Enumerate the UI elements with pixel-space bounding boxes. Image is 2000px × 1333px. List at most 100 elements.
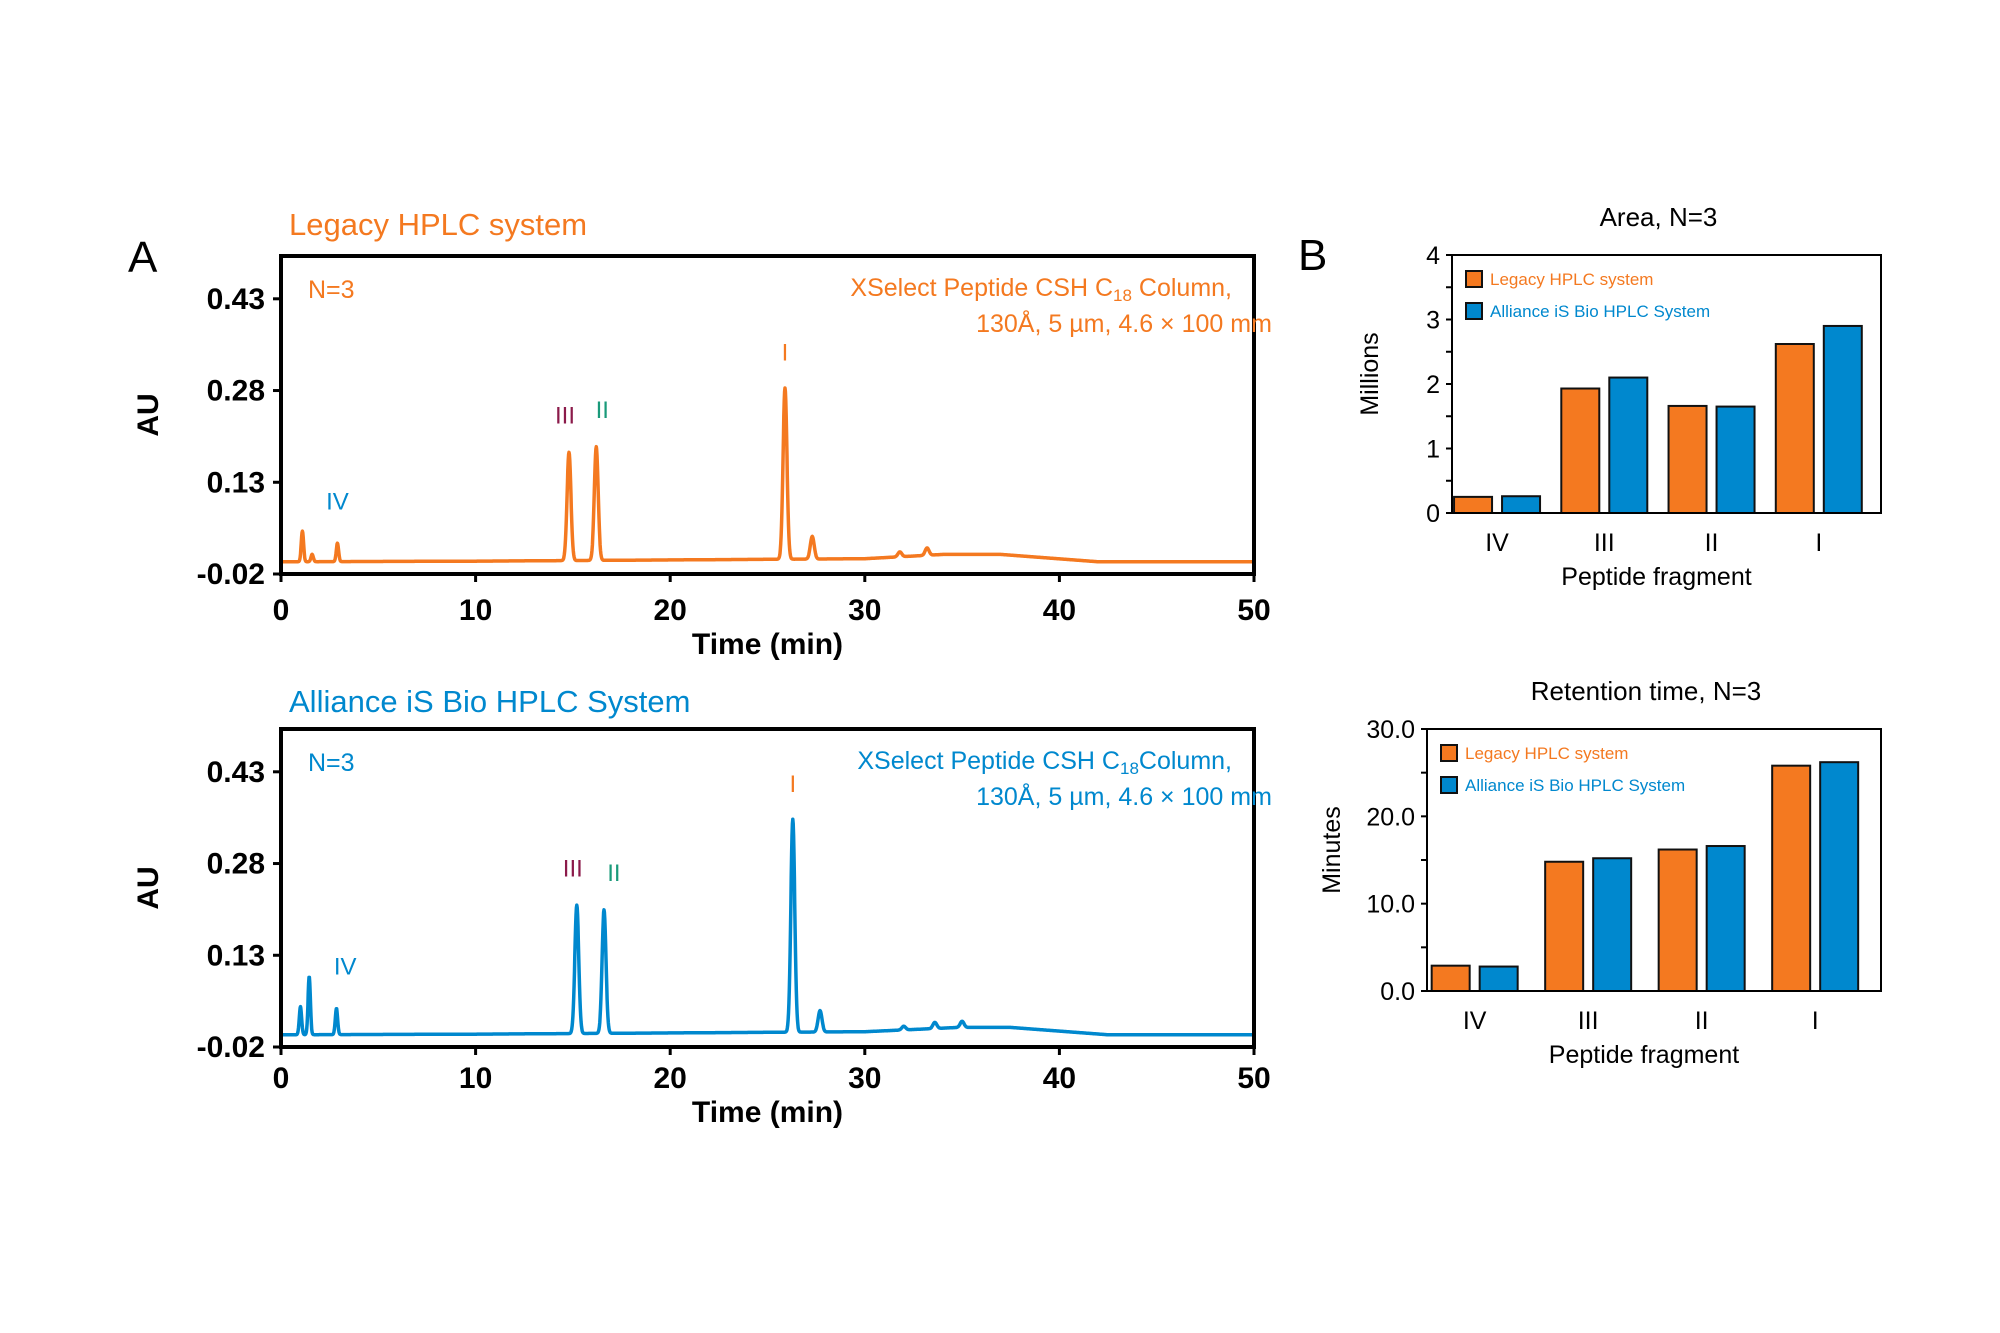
chart-title: Area, N=3 — [1600, 202, 1718, 232]
bar-legacy — [1771, 764, 1812, 992]
x-tick-label: 50 — [1237, 594, 1270, 627]
chart-title: Retention time, N=3 — [1531, 676, 1762, 706]
column-info-line1: XSelect Peptide CSH C18Column, — [857, 747, 1232, 778]
y-tick-label: 30.0 — [1366, 716, 1415, 744]
chart-title: Legacy HPLC system — [289, 207, 587, 242]
y-axis-label: Millions — [1356, 332, 1384, 415]
peak-label: I — [782, 340, 789, 367]
y-axis-label: AU — [132, 393, 165, 436]
x-tick-label: III — [1578, 1007, 1599, 1035]
legend-swatch — [1465, 270, 1483, 288]
n-label: N=3 — [308, 276, 355, 304]
y-tick-label: -0.02 — [197, 1031, 265, 1064]
x-tick-label: 0 — [273, 594, 290, 627]
x-tick-label: II — [1705, 529, 1719, 557]
bar-alliance — [1822, 324, 1863, 515]
y-tick-label: 0.28 — [207, 848, 265, 881]
y-tick-label: 0.43 — [207, 756, 265, 789]
x-tick-label: I — [1815, 529, 1822, 557]
legend-label: Legacy HPLC system — [1465, 744, 1628, 763]
bar-legacy — [1430, 964, 1471, 993]
x-tick-label: 20 — [654, 594, 687, 627]
peak-label: II — [596, 397, 609, 424]
peak-label: IV — [334, 953, 357, 980]
x-tick-label: III — [1594, 529, 1615, 557]
x-tick-label: II — [1695, 1007, 1709, 1035]
column-info-line2: 130Å, 5 µm, 4.6 × 100 mm — [976, 781, 1272, 811]
y-tick-label: 0.0 — [1380, 978, 1415, 1006]
bar-alliance — [1501, 495, 1542, 515]
chromatogram-trace — [279, 386, 1256, 564]
bar-legacy — [1774, 343, 1815, 515]
legend-label: Alliance iS Bio HPLC System — [1465, 776, 1685, 795]
x-tick-label: 30 — [848, 594, 881, 627]
x-tick-label: 10 — [459, 594, 492, 627]
y-tick-label: 0.13 — [207, 939, 265, 972]
bar-alliance — [1592, 857, 1633, 993]
x-tick-label: 20 — [654, 1062, 687, 1095]
x-tick-label: 40 — [1043, 1062, 1076, 1095]
x-tick-label: 30 — [848, 1062, 881, 1095]
bar-legacy — [1544, 860, 1585, 992]
y-tick-label: 1 — [1426, 436, 1440, 464]
x-tick-label: IV — [1485, 529, 1509, 557]
y-tick-label: 4 — [1426, 242, 1440, 270]
panel-label-a: A — [128, 233, 158, 282]
bar-legacy — [1560, 387, 1601, 515]
alliance-chromatogram: Alliance iS Bio HPLC System -0.02 0.13 0.28… — [132, 684, 1272, 1129]
peak-label: III — [555, 403, 575, 430]
y-tick-label: 0.43 — [207, 283, 265, 316]
bar-alliance — [1608, 376, 1649, 514]
x-tick-label: IV — [1463, 1007, 1487, 1035]
bar-alliance — [1705, 845, 1746, 992]
plot-frame — [279, 727, 1256, 1049]
x-axis-label: Peptide fragment — [1561, 563, 1751, 591]
bar-legacy — [1453, 495, 1494, 514]
legend-label: Alliance iS Bio HPLC System — [1490, 302, 1710, 321]
y-tick-label: 0.28 — [207, 375, 265, 408]
y-tick-label: 20.0 — [1366, 803, 1415, 831]
peak-label: I — [789, 771, 796, 798]
bar-alliance — [1478, 965, 1519, 993]
legend-swatch — [1465, 302, 1483, 320]
y-tick-label: -0.02 — [197, 558, 265, 591]
legacy-chromatogram: Legacy HPLC system -0.02 0.13 0.28 0.43 0 10 20… — [132, 207, 1272, 661]
x-tick-label: 40 — [1043, 594, 1076, 627]
panel-label-b: B — [1298, 231, 1327, 280]
x-axis-label: Time (min) — [692, 628, 843, 661]
x-tick-label: 50 — [1237, 1062, 1270, 1095]
x-tick-label: 10 — [459, 1062, 492, 1095]
peak-label: III — [563, 855, 583, 882]
column-info-line2: 130Å, 5 µm, 4.6 × 100 mm — [976, 308, 1272, 338]
chart-title: Alliance iS Bio HPLC System — [289, 684, 690, 719]
bar-legacy — [1657, 848, 1698, 993]
peak-label: IV — [326, 488, 349, 515]
bar-legacy — [1667, 404, 1708, 514]
y-tick-label: 2 — [1426, 371, 1440, 399]
chromatogram-trace — [279, 817, 1256, 1037]
n-label: N=3 — [308, 749, 355, 777]
retention-bar-chart: Retention time, N=3IV III II I0.010.020.030… — [1318, 676, 1882, 1069]
y-axis-label: AU — [132, 866, 165, 909]
bar-alliance — [1715, 405, 1756, 515]
y-axis-label: Minutes — [1318, 806, 1346, 894]
x-tick-label: I — [1812, 1007, 1819, 1035]
bar-alliance — [1819, 761, 1860, 992]
plot-frame — [1451, 254, 1882, 514]
x-tick-label: 0 — [273, 1062, 290, 1095]
y-tick-label: 0.13 — [207, 466, 265, 499]
peak-label: II — [607, 860, 620, 887]
plot-frame — [1426, 728, 1882, 992]
x-axis-label: Peptide fragment — [1549, 1041, 1739, 1069]
legend-label: Legacy HPLC system — [1490, 270, 1653, 289]
y-tick-label: 0 — [1426, 500, 1440, 528]
y-tick-label: 3 — [1426, 307, 1440, 335]
plot-frame — [279, 254, 1256, 576]
legend-swatch — [1440, 744, 1458, 762]
y-tick-label: 10.0 — [1366, 891, 1415, 919]
x-axis-label: Time (min) — [692, 1096, 843, 1129]
legend-swatch — [1440, 776, 1458, 794]
column-info-line1: XSelect Peptide CSH C18 Column, — [850, 274, 1232, 305]
